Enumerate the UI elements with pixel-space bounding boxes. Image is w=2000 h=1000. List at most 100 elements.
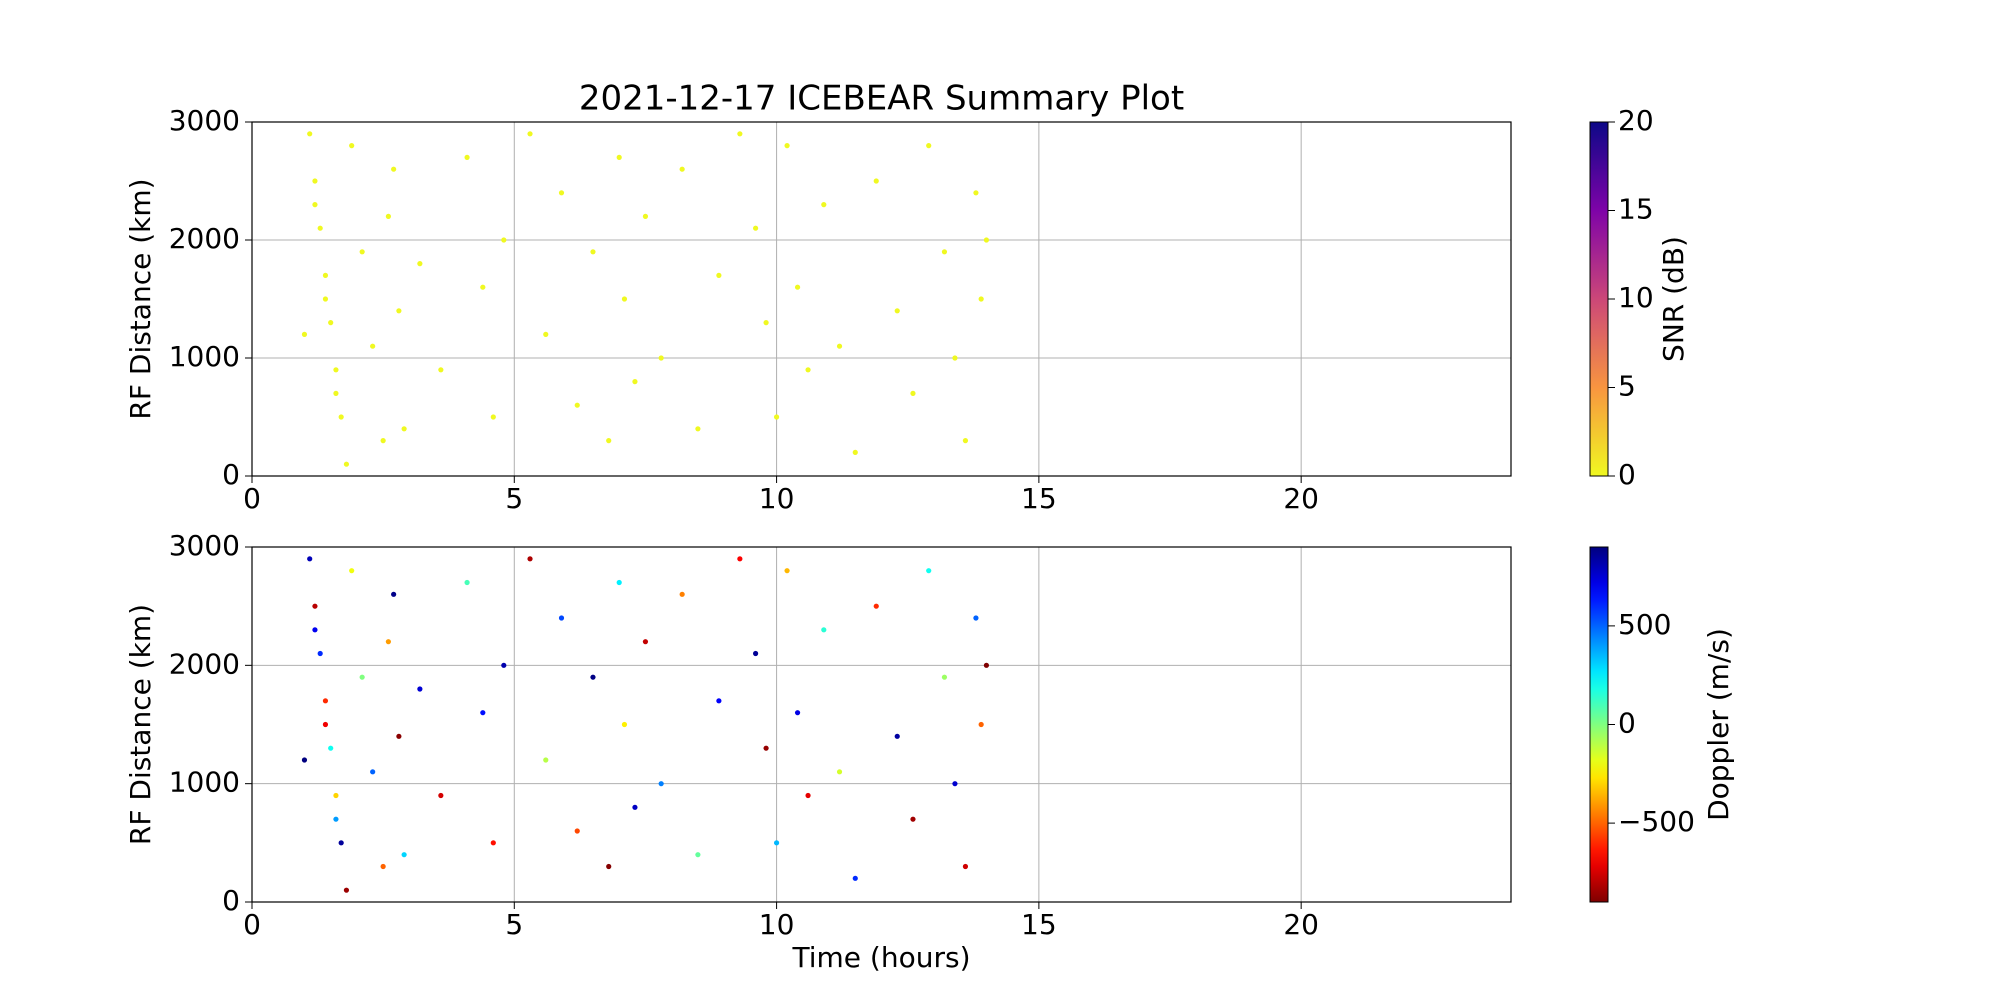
point <box>606 863 612 870</box>
point <box>527 556 533 562</box>
point <box>359 249 365 255</box>
point <box>391 166 397 172</box>
point <box>301 757 308 763</box>
y-axis-label: RF Distance (km) <box>124 178 157 419</box>
point <box>417 261 423 267</box>
colorbar <box>1589 121 1609 477</box>
point <box>753 225 759 231</box>
x-axis-label: Time (hours) <box>792 941 971 974</box>
point <box>616 154 622 160</box>
y-tick-label: 3000 <box>169 529 240 562</box>
axes-frame <box>251 546 1512 903</box>
colorbar-tick-label: −500 <box>1618 805 1695 838</box>
point <box>417 686 423 692</box>
point <box>501 662 507 668</box>
point <box>322 272 329 278</box>
point <box>621 296 628 302</box>
point <box>616 579 622 586</box>
x-tick-label: 20 <box>1283 908 1319 941</box>
x-tick-label: 10 <box>759 908 795 941</box>
point <box>773 414 780 420</box>
point <box>385 639 391 645</box>
point <box>606 438 612 444</box>
point <box>464 579 470 586</box>
point <box>952 781 958 787</box>
point <box>821 627 827 633</box>
point <box>941 674 948 680</box>
point <box>333 792 339 799</box>
point <box>574 402 580 408</box>
point <box>380 863 386 870</box>
point <box>317 650 323 657</box>
colorbar-tick-label: 5 <box>1618 370 1636 403</box>
point <box>658 355 664 361</box>
point <box>322 721 329 728</box>
point <box>301 331 308 337</box>
point <box>333 816 339 822</box>
y-tick-label: 1000 <box>169 340 240 373</box>
point <box>343 887 350 893</box>
point <box>737 556 743 562</box>
point <box>464 154 470 160</box>
y-tick-label: 1000 <box>169 766 240 799</box>
point <box>343 461 350 467</box>
point <box>338 840 344 846</box>
point <box>926 143 932 149</box>
point <box>370 343 376 349</box>
point <box>632 379 638 385</box>
point <box>621 721 628 728</box>
point <box>716 272 722 278</box>
point <box>983 237 990 243</box>
point <box>836 769 843 775</box>
colorbar-tick-label: 500 <box>1618 608 1671 641</box>
point <box>679 166 685 172</box>
point <box>978 296 984 302</box>
colorbar <box>1589 546 1609 903</box>
y-tick-label: 0 <box>222 458 240 491</box>
axes-frame <box>251 121 1512 477</box>
point <box>322 296 329 302</box>
point <box>396 308 402 314</box>
point <box>333 390 339 396</box>
point <box>658 781 664 787</box>
point <box>558 615 565 621</box>
point <box>501 237 507 243</box>
point <box>894 733 900 739</box>
point <box>490 840 496 846</box>
point <box>983 662 990 668</box>
y-tick-label: 3000 <box>169 104 240 137</box>
x-tick-label: 0 <box>243 908 261 941</box>
x-tick-label: 0 <box>243 482 261 515</box>
point <box>632 804 638 810</box>
point <box>391 591 397 597</box>
point <box>312 627 318 633</box>
point <box>773 840 780 846</box>
point <box>312 603 318 609</box>
point <box>973 615 979 621</box>
point <box>349 143 355 149</box>
point <box>910 390 916 396</box>
point <box>784 568 790 574</box>
point <box>873 178 879 184</box>
point <box>805 367 811 373</box>
point <box>784 143 790 149</box>
point <box>574 828 580 834</box>
colorbar-tick-label: 15 <box>1618 193 1654 226</box>
point <box>333 367 339 373</box>
point <box>978 721 984 728</box>
x-tick-label: 20 <box>1283 482 1319 515</box>
x-tick-label: 15 <box>1021 908 1057 941</box>
y-axis-label: RF Distance (km) <box>124 604 157 845</box>
point <box>380 438 386 444</box>
point <box>401 426 407 432</box>
point <box>952 355 958 361</box>
colorbar-label: SNR (dB) <box>1657 236 1690 362</box>
x-tick-label: 5 <box>505 482 523 515</box>
point <box>941 249 948 255</box>
point <box>396 733 402 739</box>
point <box>794 710 801 716</box>
point <box>438 367 444 373</box>
point <box>558 190 565 196</box>
y-tick-label: 2000 <box>169 647 240 680</box>
